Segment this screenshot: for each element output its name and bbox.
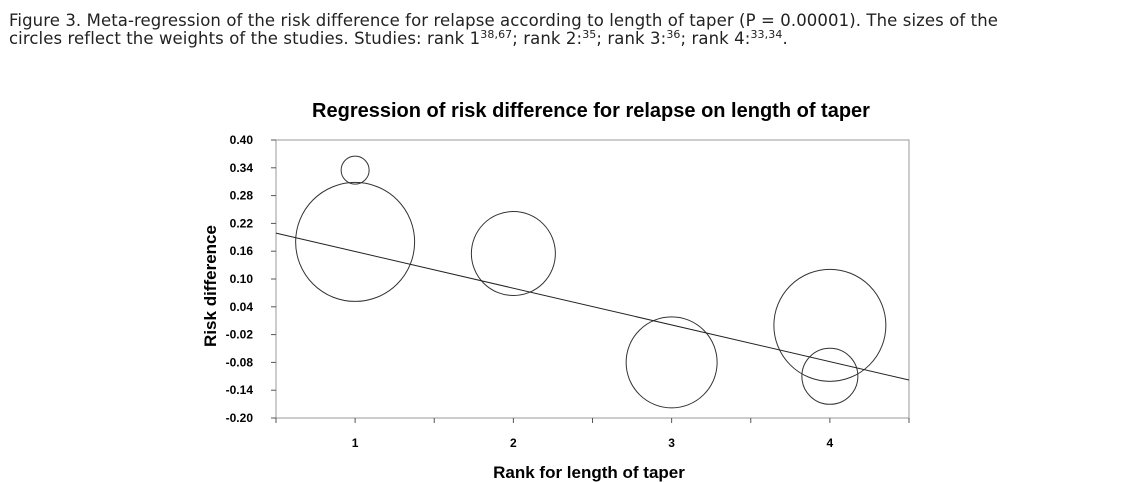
caption-line-2: circles reflect the weights of the studi… [9, 28, 1129, 48]
x-tick-label: 3 [668, 436, 675, 450]
chart-title: Regression of risk difference for relaps… [312, 100, 870, 122]
plot-area: 0.40 0.34 0.28 0.22 0.16 0.10 0.04 -0.02 -0.08 -0… [226, 133, 910, 450]
y-axis-label: Risk difference [201, 225, 220, 347]
caption-text: . [782, 29, 788, 48]
y-tick-label: -0.08 [226, 355, 254, 369]
figure-caption: Figure 3. Meta-regression of the risk di… [9, 12, 1129, 48]
caption-ref: 33,34 [750, 28, 783, 41]
y-tick-label: 0.16 [230, 244, 254, 258]
y-tick-label: 0.10 [230, 272, 254, 286]
y-tick-label: 0.28 [230, 189, 254, 203]
y-tick-label: 0.04 [230, 300, 254, 314]
study-circle [295, 181, 416, 302]
study-circle [470, 211, 556, 297]
caption-ref: 36 [666, 28, 681, 41]
x-axis-label: Rank for length of taper [493, 463, 685, 482]
caption-text: ; rank 3: [596, 29, 667, 48]
caption-text: ; rank 4: [680, 29, 751, 48]
y-tick-label: -0.20 [226, 411, 254, 425]
caption-text: ; rank 2: [512, 29, 583, 48]
study-circle [801, 347, 859, 405]
y-tick-label: 0.22 [230, 216, 254, 230]
x-tick-label: 1 [352, 436, 359, 450]
y-tick-label: -0.14 [226, 383, 254, 397]
caption-line-1: Figure 3. Meta-regression of the risk di… [9, 11, 999, 30]
y-tick-label: -0.02 [226, 328, 254, 342]
regression-line [275, 232, 910, 381]
y-tick-label: 0.34 [230, 161, 254, 175]
caption-ref: 35 [582, 28, 597, 41]
x-tick-label: 4 [827, 436, 834, 450]
study-circle [625, 316, 718, 409]
study-circle [340, 155, 370, 185]
y-tick-label: 0.40 [230, 133, 254, 147]
plot-frame [275, 139, 910, 419]
x-tick-label: 2 [510, 436, 517, 450]
caption-ref: 38,67 [480, 28, 513, 41]
caption-text: circles reflect the weights of the studi… [9, 29, 481, 48]
study-circle [773, 268, 887, 382]
